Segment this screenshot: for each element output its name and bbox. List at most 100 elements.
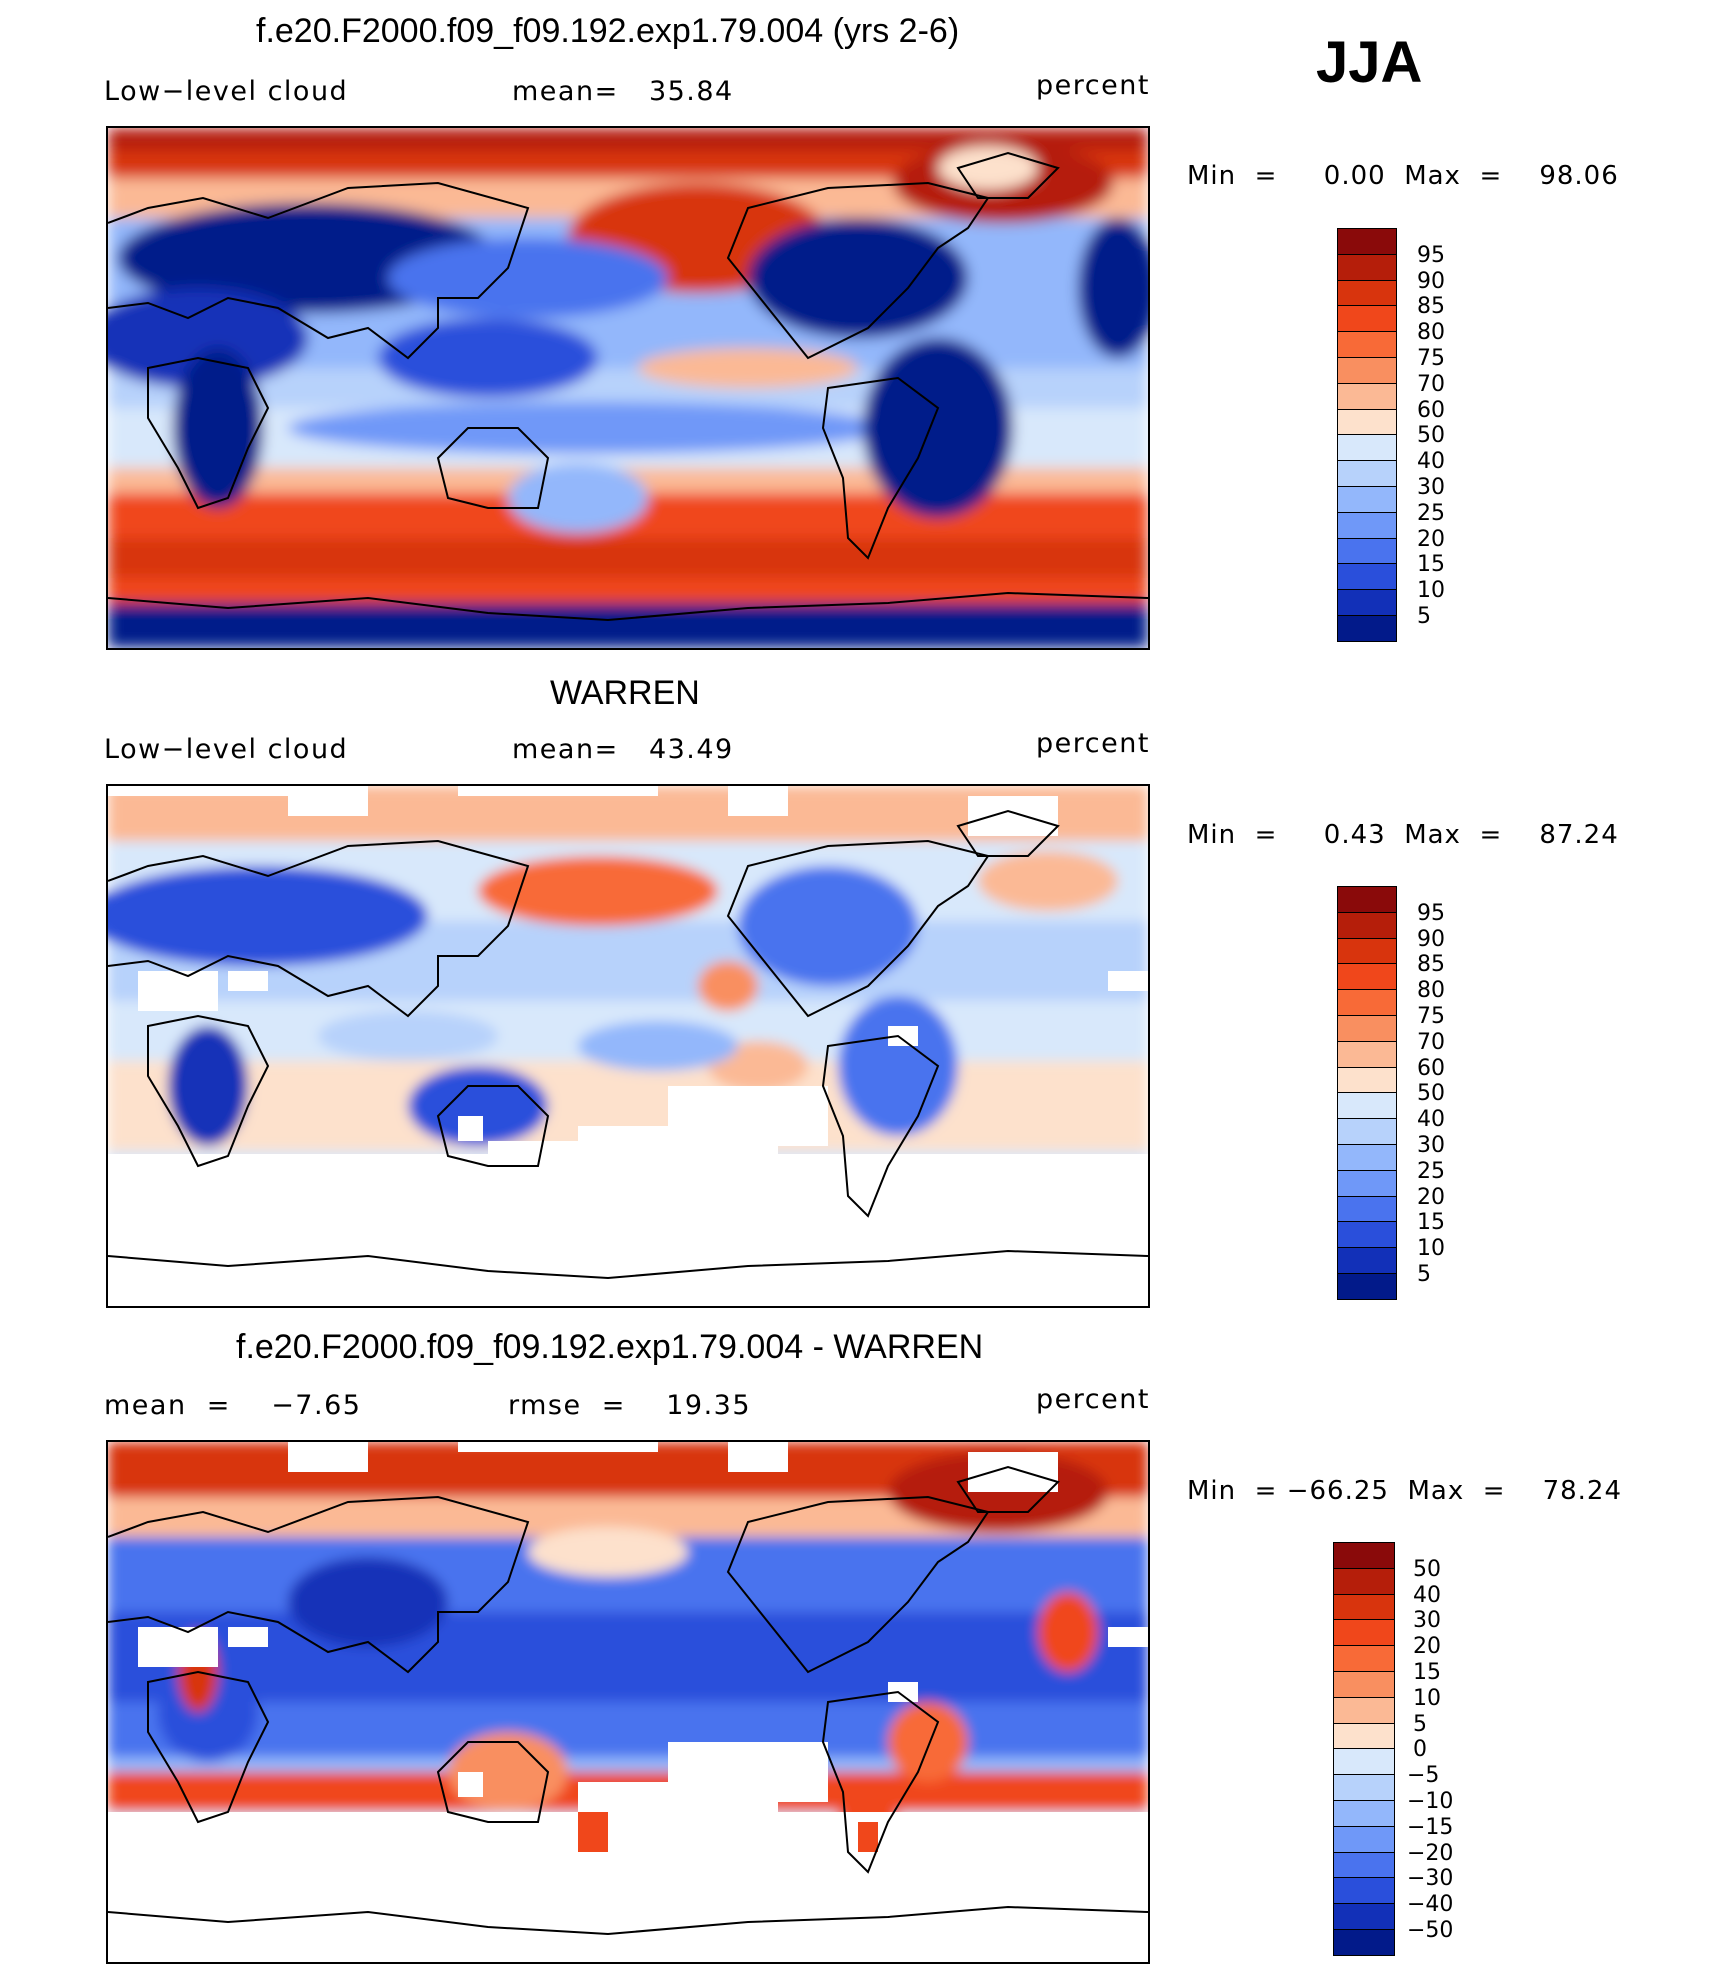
colorbar-label: 50 — [1417, 1081, 1445, 1107]
colorbar-label: 60 — [1417, 397, 1445, 423]
colorbar-cell — [1333, 1877, 1395, 1905]
colorbar-cell — [1333, 1593, 1395, 1621]
colorbar-cell — [1333, 1722, 1395, 1750]
colorbar-cell — [1337, 911, 1397, 939]
colorbar-cell — [1333, 1748, 1395, 1776]
colorbar-label: −20 — [1407, 1840, 1454, 1866]
panel-1-units: percent — [1036, 70, 1150, 101]
colorbar-cell — [1337, 253, 1397, 281]
panel-2-mean: mean= 43.49 — [512, 734, 734, 765]
colorbar-cell — [1337, 279, 1397, 307]
colorbar-cell — [1337, 305, 1397, 333]
colorbar-cell — [1333, 1903, 1395, 1930]
panel-2-min-max: Min = 0.43 Max = 87.24 — [1187, 820, 1619, 850]
colorbar-cell — [1333, 1929, 1395, 1956]
panel-2-title: WARREN — [550, 674, 700, 712]
colorbar-label: 40 — [1417, 449, 1445, 475]
colorbar-label: 70 — [1417, 1029, 1445, 1055]
panel-2-units: percent — [1036, 728, 1150, 759]
panel-3-min-max: Min = −66.25 Max = 78.24 — [1187, 1476, 1623, 1506]
panel-1-map — [106, 126, 1150, 650]
colorbar-label: 40 — [1417, 1107, 1445, 1133]
colorbar-cell — [1337, 1118, 1397, 1145]
colorbar-label: 85 — [1417, 294, 1445, 320]
panel-1-title: f.e20.F2000.f09_f09.192.exp1.79.004 (yrs… — [256, 12, 960, 50]
panel-1-field — [108, 128, 1148, 648]
colorbar-label: 5 — [1413, 1711, 1427, 1737]
colorbar-cell — [1337, 1040, 1397, 1068]
colorbar-label: 25 — [1417, 500, 1445, 526]
colorbar-cell — [1337, 937, 1397, 965]
colorbar-cell — [1337, 382, 1397, 410]
season-label: JJA — [1316, 30, 1423, 95]
panel-1-variable: Low−level cloud — [104, 76, 349, 107]
colorbar-label: 15 — [1413, 1660, 1441, 1685]
colorbar-cell — [1337, 331, 1397, 358]
colorbar-cell — [1337, 1221, 1397, 1249]
panel-3-mean: mean = −7.65 — [104, 1390, 362, 1421]
colorbar-cell — [1337, 357, 1397, 384]
colorbar-label: 70 — [1417, 371, 1445, 397]
colorbar-label: 75 — [1417, 346, 1445, 371]
colorbar-cell — [1337, 989, 1397, 1016]
colorbar-label: 75 — [1417, 1004, 1445, 1029]
panel-1-mean: mean= 35.84 — [512, 76, 734, 107]
colorbar-label: −40 — [1407, 1892, 1454, 1918]
colorbar-cell — [1337, 615, 1397, 642]
colorbar-label: −10 — [1407, 1789, 1454, 1814]
colorbar-cell — [1333, 1696, 1395, 1724]
colorbar-cell — [1337, 1247, 1397, 1274]
colorbar-cell — [1337, 537, 1397, 565]
panel-3-title: f.e20.F2000.f09_f09.192.exp1.79.004 - WA… — [236, 1328, 984, 1366]
colorbar-cell — [1337, 1066, 1397, 1094]
colorbar-cell — [1333, 1851, 1395, 1879]
colorbar-label: 95 — [1417, 900, 1445, 926]
panel-3-map — [106, 1440, 1150, 1964]
panel-3-rmse: rmse = 19.35 — [508, 1390, 752, 1421]
colorbar-label: −15 — [1407, 1814, 1454, 1840]
panel-2-variable: Low−level cloud — [104, 734, 349, 765]
colorbar-cell — [1337, 589, 1397, 616]
colorbar-label: 10 — [1413, 1685, 1441, 1711]
colorbar-label: 15 — [1417, 552, 1445, 578]
colorbar-label: 5 — [1417, 604, 1431, 629]
colorbar-label: 0 — [1413, 1737, 1427, 1763]
colorbar-cell — [1337, 228, 1397, 255]
colorbar-cell — [1337, 486, 1397, 513]
panel-1-min-max: Min = 0.00 Max = 98.06 — [1187, 161, 1619, 191]
colorbar-label: 30 — [1413, 1608, 1441, 1634]
colorbar-cell — [1337, 460, 1397, 487]
colorbar-cell — [1337, 1144, 1397, 1171]
colorbar-cell — [1333, 1542, 1395, 1569]
colorbar-cell — [1333, 1645, 1395, 1672]
colorbar-label: 80 — [1417, 320, 1445, 346]
colorbar-cell — [1337, 1273, 1397, 1300]
colorbar-label: 15 — [1417, 1210, 1445, 1236]
colorbar-cell — [1337, 434, 1397, 462]
colorbar-cell — [1337, 1015, 1397, 1042]
colorbar-label: −5 — [1407, 1763, 1440, 1789]
panel-3-units: percent — [1036, 1384, 1150, 1415]
colorbar-label: 30 — [1417, 475, 1445, 500]
colorbar-label: −50 — [1407, 1918, 1454, 1943]
colorbar-cell — [1337, 563, 1397, 591]
colorbar-cell — [1333, 1800, 1395, 1827]
panel-2-field — [108, 786, 1148, 1306]
panel-2-map — [106, 784, 1150, 1308]
colorbar-cell — [1337, 886, 1397, 913]
colorbar-label: 10 — [1417, 1236, 1445, 1262]
colorbar-cell — [1337, 511, 1397, 539]
colorbar-cell — [1333, 1619, 1395, 1647]
colorbar-label: 10 — [1417, 578, 1445, 604]
colorbar-label: 95 — [1417, 242, 1445, 268]
colorbar-cell — [1337, 1195, 1397, 1223]
colorbar-cell — [1333, 1825, 1395, 1853]
colorbar-label: 90 — [1417, 268, 1445, 294]
colorbar-cell — [1333, 1774, 1395, 1801]
colorbar-label: 85 — [1417, 952, 1445, 978]
colorbar-label: 50 — [1413, 1556, 1441, 1582]
colorbar-label: 50 — [1417, 423, 1445, 449]
colorbar-label: 20 — [1413, 1634, 1441, 1660]
colorbar-cell — [1337, 963, 1397, 991]
panel-3-field — [108, 1442, 1148, 1962]
